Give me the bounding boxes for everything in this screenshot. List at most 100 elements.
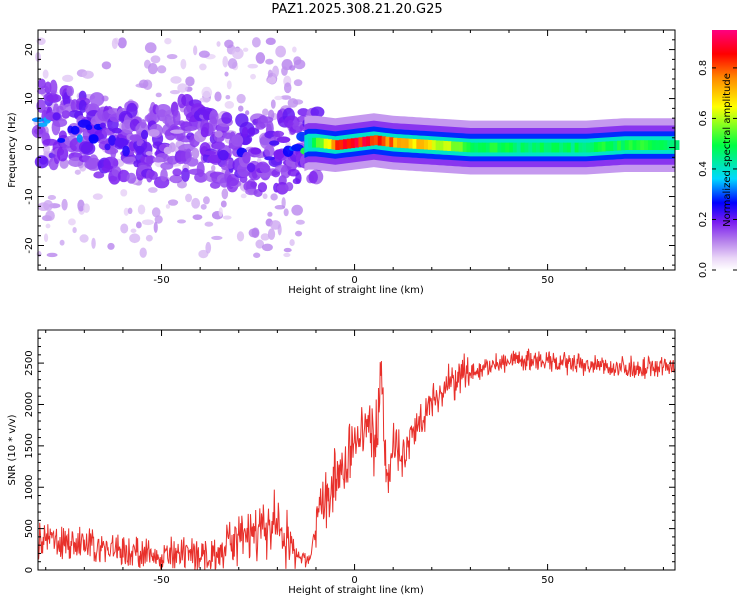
ridge-core: [663, 140, 668, 150]
ridge-core: [547, 142, 553, 153]
noise-blob: [157, 65, 167, 74]
colorbar-tick-label: 0.2: [698, 212, 709, 228]
band-blob: [146, 111, 160, 124]
colorbar-ticks: 0.0 0.2 0.4 0.6 0.8: [698, 60, 737, 278]
ridge-core: [539, 142, 545, 153]
noise-blob: [289, 239, 295, 247]
ridge-blob: [246, 162, 256, 173]
band-blob: [148, 170, 158, 180]
noise-blob: [269, 220, 281, 230]
noise-blob: [167, 199, 179, 206]
noise-blob: [267, 76, 277, 84]
band-blob: [110, 144, 117, 159]
band-blob: [172, 109, 181, 126]
noise-blob: [185, 76, 195, 87]
noise-blob: [198, 249, 209, 259]
noise-blob: [59, 239, 65, 246]
band-blob: [208, 116, 218, 132]
noise-blob: [81, 70, 94, 79]
ridge-core: [304, 139, 309, 150]
noise-blob: [222, 215, 232, 220]
noise-blob: [270, 99, 276, 109]
ridge-core: [485, 142, 491, 153]
ridge-blob: [153, 156, 164, 163]
ridge-core: [543, 142, 549, 153]
noise-blob: [92, 193, 103, 200]
noise-blob: [255, 239, 265, 249]
y-tick-label: 20: [24, 43, 35, 56]
ridge-blob: [264, 156, 276, 161]
noise-blob: [200, 203, 207, 210]
noise-blob: [177, 83, 188, 93]
band-blob: [140, 119, 147, 129]
ridge-core: [586, 142, 591, 153]
ridge-core: [312, 137, 317, 148]
ridge-blob: [217, 149, 229, 161]
noise-blob: [294, 230, 303, 237]
noise-blob: [107, 242, 115, 250]
ridge-core: [505, 142, 510, 153]
band-blob: [194, 172, 208, 183]
band-blob: [308, 170, 318, 184]
y-tick-label: 2000: [24, 392, 35, 417]
ridge-core: [489, 142, 495, 153]
noise-blob: [267, 228, 276, 240]
ridge-blob: [135, 145, 145, 154]
band-blob: [37, 78, 46, 90]
noise-blob: [236, 93, 246, 104]
ridge-core: [458, 141, 464, 152]
ridge-core: [497, 142, 502, 153]
ridge-core: [590, 142, 595, 153]
band-blob: [66, 85, 74, 97]
ridge-blob: [168, 142, 176, 153]
ridge-blob: [200, 127, 209, 138]
band-blob: [160, 168, 168, 182]
noise-blob: [144, 42, 157, 54]
noise-blob: [46, 252, 58, 258]
ridge-core: [408, 138, 414, 149]
band-blob: [56, 146, 69, 162]
ridge-core: [439, 140, 444, 151]
ridge-blob: [231, 134, 244, 147]
noise-blob: [293, 79, 303, 87]
band-blob: [89, 92, 105, 107]
noise-blob: [139, 247, 147, 258]
noise-blob: [203, 196, 210, 205]
ridge-core: [659, 140, 665, 150]
noise-blob: [240, 193, 247, 199]
noise-blob: [111, 38, 118, 50]
ridge-core: [551, 142, 556, 153]
ridge-core: [624, 140, 630, 150]
ridge-blob: [178, 145, 186, 151]
band-blob: [186, 157, 199, 167]
noise-blob: [242, 47, 249, 52]
band-blob: [85, 157, 102, 171]
noise-blob: [260, 233, 270, 241]
y-tick-label: 1000: [24, 475, 35, 500]
band-blob: [241, 126, 249, 138]
spectrogram-frame: [37, 29, 676, 271]
ridge-core: [435, 140, 441, 151]
ridge-blob: [85, 124, 93, 131]
noise-blob: [47, 194, 57, 200]
ridge-core: [647, 140, 653, 150]
ridge-core: [339, 139, 344, 150]
noise-blob: [145, 234, 153, 242]
ridge-core: [474, 142, 479, 153]
band-blob: [295, 172, 302, 184]
ridge-core: [601, 141, 607, 152]
ridge-blob: [70, 125, 80, 135]
band-blob: [126, 172, 137, 184]
band-blob: [240, 135, 251, 146]
noise-blob: [176, 219, 187, 224]
ridge-core: [628, 140, 634, 150]
band-blob: [310, 106, 325, 118]
noise-blob: [62, 74, 74, 83]
noise-blob: [166, 53, 178, 60]
colorbar-tick-label: 0.0: [698, 262, 709, 278]
noise-blob: [224, 71, 229, 77]
noise-blob: [45, 210, 55, 222]
ridge-core: [597, 141, 603, 152]
noise-blob: [211, 164, 216, 172]
band-blob: [46, 93, 62, 103]
